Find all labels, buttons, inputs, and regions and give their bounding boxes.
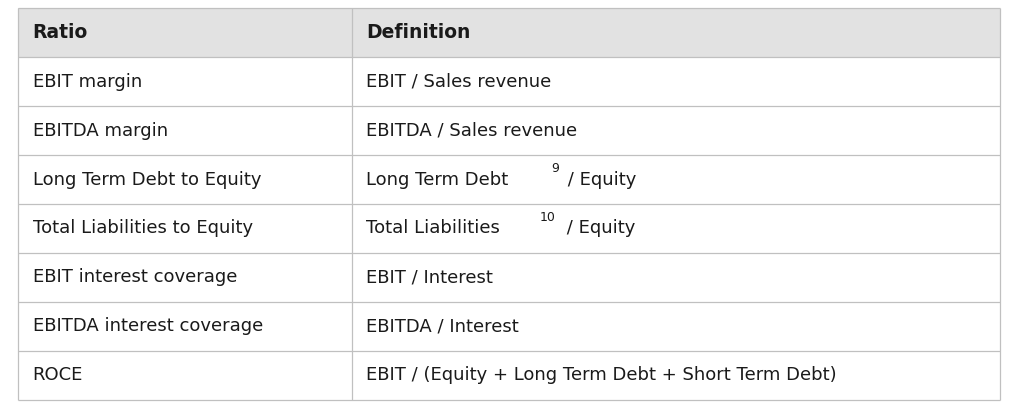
Text: Total Liabilities: Total Liabilities xyxy=(366,220,500,237)
Bar xyxy=(18,106,1000,155)
Bar xyxy=(18,155,1000,204)
Bar xyxy=(18,351,1000,400)
Bar xyxy=(18,204,1000,253)
Text: Long Term Debt to Equity: Long Term Debt to Equity xyxy=(33,171,261,188)
Text: EBIT / (Equity + Long Term Debt + Short Term Debt): EBIT / (Equity + Long Term Debt + Short … xyxy=(366,366,837,384)
Text: / Equity: / Equity xyxy=(562,171,636,188)
Text: Ratio: Ratio xyxy=(33,23,88,42)
Text: EBIT / Interest: EBIT / Interest xyxy=(366,268,493,286)
Bar xyxy=(18,253,1000,302)
Text: EBITDA / Interest: EBITDA / Interest xyxy=(366,317,519,335)
Text: / Equity: / Equity xyxy=(562,220,636,237)
Text: Long Term Debt: Long Term Debt xyxy=(366,171,508,188)
Text: 10: 10 xyxy=(540,211,556,224)
Bar xyxy=(18,302,1000,351)
Text: 9: 9 xyxy=(551,162,559,175)
Text: EBITDA interest coverage: EBITDA interest coverage xyxy=(33,317,263,335)
Text: ROCE: ROCE xyxy=(33,366,82,384)
Text: Definition: Definition xyxy=(366,23,470,42)
Bar xyxy=(18,57,1000,106)
Text: Total Liabilities to Equity: Total Liabilities to Equity xyxy=(33,220,252,237)
Text: EBIT margin: EBIT margin xyxy=(33,73,142,91)
Text: EBIT / Sales revenue: EBIT / Sales revenue xyxy=(366,73,552,91)
Text: EBITDA margin: EBITDA margin xyxy=(33,122,168,140)
Text: EBITDA / Sales revenue: EBITDA / Sales revenue xyxy=(366,122,577,140)
Text: EBIT interest coverage: EBIT interest coverage xyxy=(33,268,237,286)
Bar xyxy=(18,8,1000,57)
